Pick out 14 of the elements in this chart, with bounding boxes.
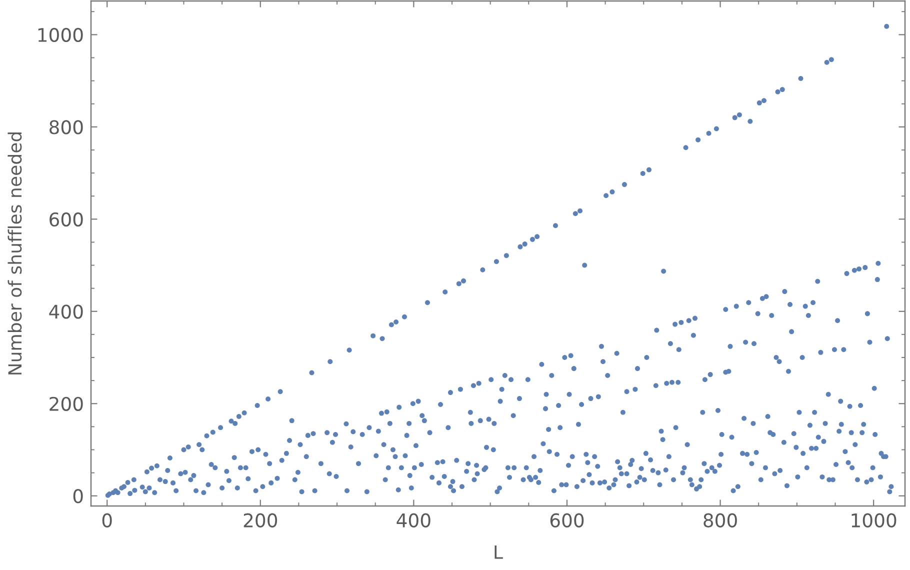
x-tick-label: 200 bbox=[244, 513, 278, 528]
y-tick-label: 600 bbox=[50, 212, 83, 227]
y-axis-title: Number of shuffles needed bbox=[8, 132, 22, 374]
x-axis-title: L bbox=[494, 546, 503, 559]
x-tick-label: 800 bbox=[704, 513, 737, 528]
y-tick-label: 800 bbox=[50, 120, 83, 134]
x-tick-label: 600 bbox=[550, 513, 584, 528]
y-tick-label: 1000 bbox=[38, 28, 83, 42]
y-tick-label: 400 bbox=[49, 304, 83, 319]
y-tick-label: 200 bbox=[50, 396, 83, 412]
x-tick-label: 0 bbox=[102, 513, 112, 528]
x-tick-label: 1000 bbox=[852, 513, 896, 528]
y-tick-label: 0 bbox=[73, 489, 83, 504]
x-tick-label: 400 bbox=[396, 513, 430, 528]
